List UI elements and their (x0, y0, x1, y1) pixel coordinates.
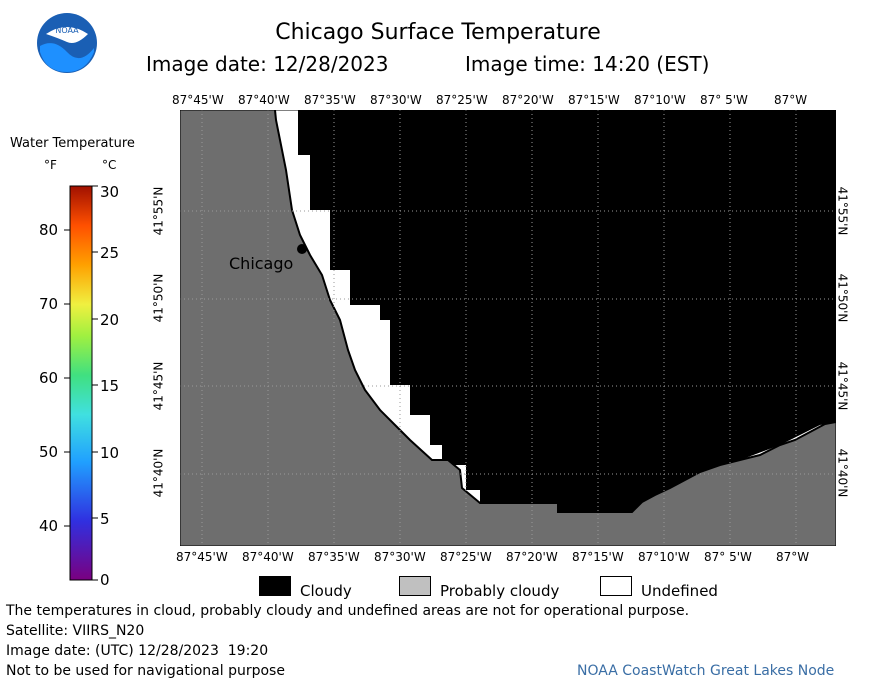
lon-label-bottom: 87°40'W (242, 550, 294, 564)
legend-swatch-probably-cloudy (399, 576, 431, 596)
unit-f: °F (44, 158, 57, 172)
lat-label-left: 41°55'N (151, 186, 166, 236)
lon-label-top: 87°15'W (568, 93, 620, 107)
lon-label-top: 87° 5'W (700, 93, 748, 107)
lon-label-bottom: 87°20'W (506, 550, 558, 564)
image-time: Image time: 14:20 (EST) (465, 52, 710, 76)
lat-label-left: 41°45'N (151, 361, 166, 411)
page-title: Chicago Surface Temperature (275, 20, 601, 45)
lon-label-bottom: 87°35'W (308, 550, 360, 564)
legend-swatch-undefined (600, 576, 632, 596)
lon-label-top: 87°40'W (238, 93, 290, 107)
lon-label-bottom: 87°10'W (638, 550, 690, 564)
lon-label-top: 87°25'W (436, 93, 488, 107)
credit[interactable]: NOAA CoastWatch Great Lakes Node (577, 663, 835, 679)
coastline (274, 110, 836, 513)
lon-label-bottom: 87° 5'W (704, 550, 752, 564)
lat-label-right: 41°50'N (835, 273, 850, 323)
f-tick: 60 (39, 369, 58, 387)
chicago-marker (297, 244, 307, 254)
legend-label-undefined: Undefined (641, 582, 718, 600)
noaa-logo: NOAA (36, 12, 98, 74)
scale-title: Water Temperature (10, 136, 135, 151)
nav-warning: Not to be used for navigational purpose (6, 663, 285, 679)
lat-label-left: 41°50'N (151, 273, 166, 323)
lon-label-top: 87°W (774, 93, 807, 107)
c-tick: 0 (100, 571, 110, 589)
c-tick: 25 (100, 244, 119, 262)
lon-label-bottom: 87°25'W (440, 550, 492, 564)
c-tick: 15 (100, 377, 119, 395)
lon-label-bottom: 87°W (776, 550, 809, 564)
lat-label-right: 41°45'N (835, 361, 850, 411)
lat-label-left: 41°40'N (151, 448, 166, 498)
unit-c: °C (102, 158, 117, 172)
lat-label-right: 41°55'N (835, 186, 850, 236)
legend-label-cloudy: Cloudy (300, 582, 352, 600)
legend-swatch-cloudy (259, 576, 291, 596)
c-tick: 5 (100, 510, 110, 528)
city-label: Chicago (229, 254, 293, 273)
logo-text: NOAA (55, 26, 79, 35)
color-scale-bar: 80 70 60 50 40 30 25 20 15 10 5 0 (39, 183, 119, 589)
f-tick: 50 (39, 443, 58, 461)
lon-label-bottom: 87°15'W (572, 550, 624, 564)
c-tick: 30 (100, 183, 119, 201)
land-area (180, 110, 836, 546)
utc-date: Image date: (UTC) 12/28/2023 19:20 (6, 643, 269, 659)
lon-label-top: 87°45'W (172, 93, 224, 107)
lon-labels: 87°45'W 87°40'W 87°35'W 87°30'W 87°25'W … (172, 93, 809, 564)
lon-label-top: 87°30'W (370, 93, 422, 107)
temperature-map: Chicago (180, 110, 836, 546)
lon-label-top: 87°10'W (634, 93, 686, 107)
satellite-info: Satellite: VIIRS_N20 (6, 623, 145, 639)
c-tick: 20 (100, 311, 119, 329)
graticule (180, 110, 836, 546)
image-date: Image date: 12/28/2023 (146, 52, 389, 76)
lon-label-bottom: 87°45'W (176, 550, 228, 564)
lon-label-top: 87°35'W (304, 93, 356, 107)
c-tick: 10 (100, 444, 119, 462)
disclaimer: The temperatures in cloud, probably clou… (6, 603, 690, 619)
f-tick: 40 (39, 517, 58, 535)
legend-label-probably-cloudy: Probably cloudy (440, 582, 560, 600)
f-tick: 70 (39, 295, 58, 313)
f-tick: 80 (39, 221, 58, 239)
lon-label-top: 87°20'W (502, 93, 554, 107)
lon-label-bottom: 87°30'W (374, 550, 426, 564)
lat-label-right: 41°40'N (835, 448, 850, 498)
